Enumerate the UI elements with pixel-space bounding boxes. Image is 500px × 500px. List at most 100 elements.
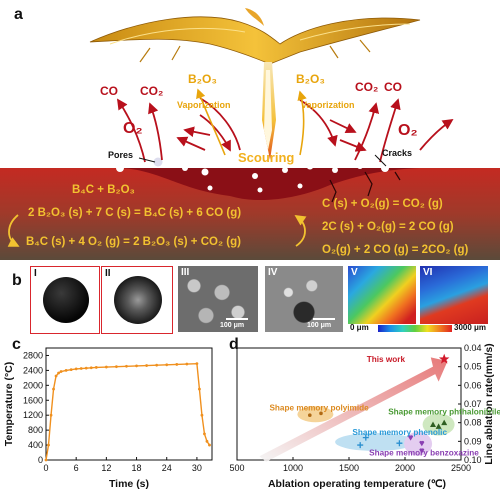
co2-left-label: CO₂ <box>140 84 164 98</box>
left-gas-arrows <box>117 97 241 163</box>
co-right-label: CO <box>384 80 402 94</box>
x-tick-label: 2000 <box>395 463 415 473</box>
co-left-label: CO <box>100 84 118 98</box>
phenolic-point <box>357 442 364 449</box>
scale-bar-iv <box>313 318 335 320</box>
cracks-lines <box>329 171 401 203</box>
y-tick-label: 0.05 <box>464 362 482 372</box>
scale-bar-label-iv: 100 μm <box>307 322 332 329</box>
temperature-point <box>145 364 149 367</box>
series-label: Shape memory polyimide <box>269 404 369 413</box>
vapor-right-label: Vaporization <box>301 100 355 110</box>
x-axis-label: Time (s) <box>109 478 149 490</box>
y-tick-label: 0.07 <box>464 399 482 409</box>
temperature-point <box>79 367 83 370</box>
scouring-label: Scouring <box>238 150 295 165</box>
temperature-point <box>175 363 179 366</box>
temperature-point <box>94 366 98 369</box>
cluster-region <box>335 432 416 451</box>
pores-bubbles <box>116 157 389 193</box>
b4c-b2o3-label: B₄C + B₂O₃ <box>72 184 135 196</box>
panel-c: c 0 400 800 1200 1600 2000 2400 2800 0 6 12 18 24 30 T… <box>0 336 225 500</box>
height-map-vi: VI <box>420 266 488 324</box>
temperature-chart: 0 400 800 1200 1600 2000 2400 2800 0 6 12 18 24 30 Tim… <box>3 347 213 490</box>
x-tick-label: 30 <box>192 463 202 473</box>
temperature-point <box>125 364 128 368</box>
y-tick-label: 0.04 <box>464 343 482 353</box>
temperature-line <box>45 362 211 461</box>
temperature-point <box>155 363 159 367</box>
equation-1: 2 B₂O₃ (s) + 7 C (s) = B₄C (s) + 6 CO (g… <box>28 207 242 219</box>
y-tick-label: 1200 <box>23 410 43 420</box>
photo-label-i: I <box>34 268 37 279</box>
o2-right-label: O₂ <box>398 122 418 139</box>
y-axis-label: Line ablation rate(mm/s) <box>483 343 495 464</box>
b2o3-left-label: B₂O₃ <box>188 72 217 86</box>
colorbar-max-label: 3000 μm <box>454 323 487 332</box>
panel-a: a <box>0 6 500 260</box>
panel-d: d 500 1000 1500 2000 2500 0.04 0.05 0.06 0.07 0.0… <box>225 336 500 500</box>
temperature-point <box>200 413 204 417</box>
temperature-point <box>208 443 211 447</box>
plot-frame <box>45 347 213 461</box>
cycle-arrow-right <box>294 215 307 247</box>
trend-arrow <box>259 357 448 462</box>
equation-4: 2C (s) + O₂(g) = 2 CO (g) <box>322 221 454 233</box>
panel-b-letter: b <box>12 272 22 289</box>
temperature-point <box>203 432 206 436</box>
photo-label-v: V <box>351 267 358 278</box>
phthalonitrile-point <box>430 421 436 428</box>
polyimide-point <box>319 411 323 416</box>
x-tick-label: 1000 <box>283 463 303 473</box>
colorbar-min-label: 0 μm <box>350 323 369 332</box>
scale-bar-iii <box>226 318 248 320</box>
y-tick-label: 0 <box>38 455 43 465</box>
x-tick-label: 1500 <box>339 463 359 473</box>
y-tick-label: 400 <box>28 440 43 450</box>
x-tick-label: 0 <box>43 463 48 473</box>
y-tick-label: 800 <box>28 425 43 435</box>
temperature-point <box>54 374 58 378</box>
vapor-arrows <box>196 88 307 156</box>
photo-label-iv: IV <box>268 267 278 278</box>
temperature-point <box>115 365 118 369</box>
cycle-arrow-left <box>7 214 20 247</box>
temperature-point <box>195 362 199 366</box>
panel-a-letter: a <box>14 6 23 23</box>
series-label: Shape memory benzoxazine <box>369 449 479 458</box>
series-label: Shape memory phthalonitrile <box>388 407 500 416</box>
photo-i: I <box>30 266 100 334</box>
o2-left-label: O₂ <box>123 120 143 137</box>
y-tick-label: 2400 <box>23 365 43 375</box>
panel-c-letter: c <box>12 336 21 353</box>
y-tick-label: 0.08 <box>464 418 482 428</box>
substrate-block <box>0 168 500 260</box>
b2o3-right-label: B₂O₃ <box>296 72 325 86</box>
sample-disc-black <box>43 277 89 323</box>
temperature-point <box>89 366 93 370</box>
y-tick-label: 2000 <box>23 380 43 390</box>
sem-image-iii: III 100 μm <box>178 266 258 332</box>
equation-5: O₂(g) + 2 CO (g) = 2CO₂ (g) <box>322 244 469 256</box>
cracks-label: Cracks <box>382 148 413 158</box>
y-tick-label: 0.09 <box>464 436 482 446</box>
x-axis-label: Ablation operating temperature (℃) <box>268 478 446 490</box>
feather-illustration <box>89 8 421 65</box>
y-axis-label: Temperature (°C) <box>3 362 15 447</box>
temperature-point <box>104 365 108 369</box>
equation-3: C (s) + O₂(g) = CO₂ (g) <box>322 198 443 210</box>
x-tick-label: 24 <box>162 463 172 473</box>
photo-label-iii: III <box>181 267 190 278</box>
height-map-v: V <box>348 266 416 324</box>
pores-label: Pores <box>108 150 134 160</box>
photo-label-ii: II <box>105 268 111 279</box>
temperature-point <box>59 370 63 373</box>
benzoxazine-point <box>408 435 414 441</box>
y-tick-label: 0.10 <box>464 455 482 465</box>
this-work-star <box>438 353 450 364</box>
temperature-point <box>57 371 60 375</box>
benzoxazine-point <box>419 440 425 447</box>
x-tick-label: 2500 <box>451 463 471 473</box>
temperature-point <box>198 387 201 391</box>
temperature-point <box>69 368 73 372</box>
